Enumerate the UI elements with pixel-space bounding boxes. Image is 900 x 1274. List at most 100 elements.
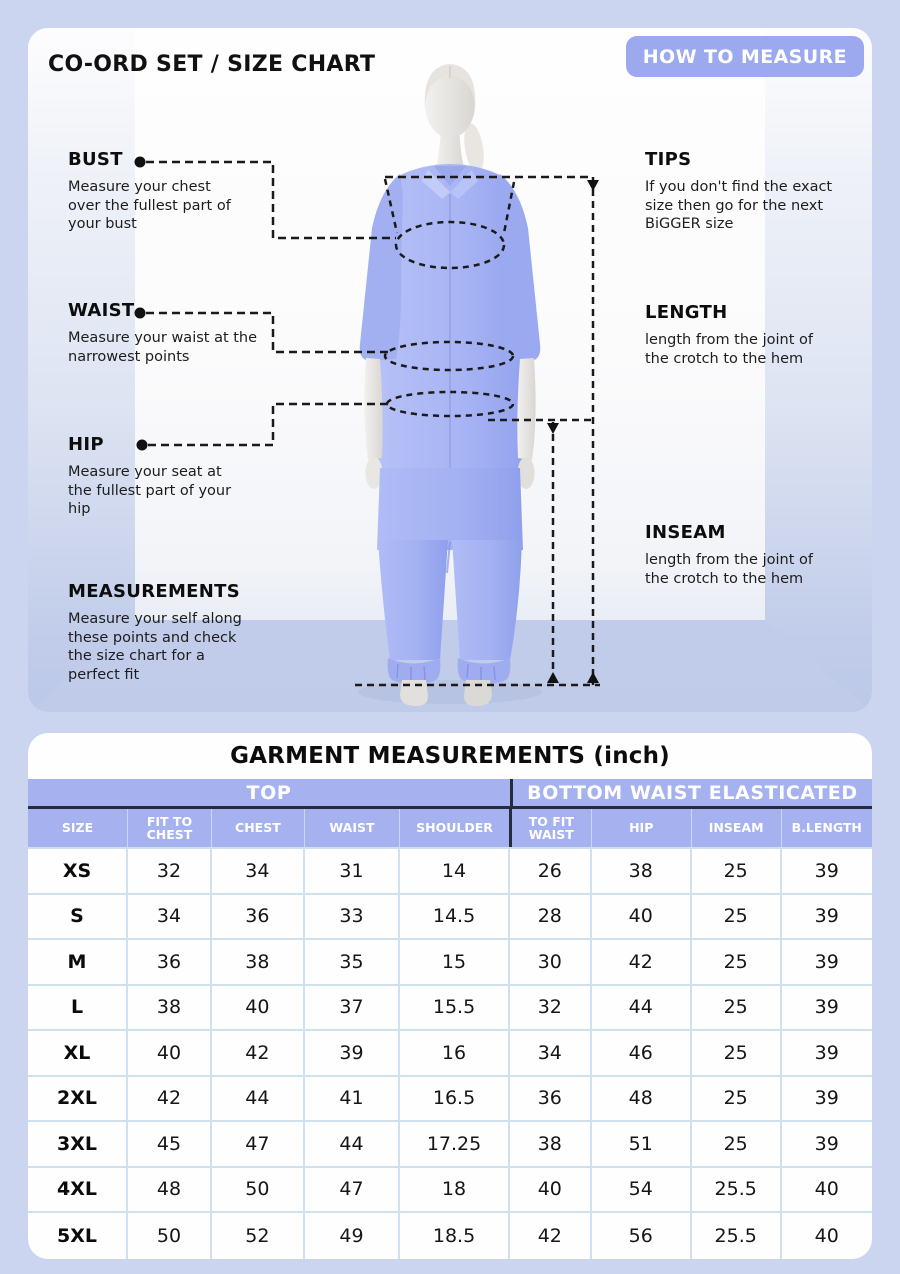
value-cell: 16	[400, 1031, 510, 1075]
size-cell: M	[28, 940, 128, 984]
table-row: 2XL 42 44 41 16.5 36 48 25 39	[28, 1076, 872, 1122]
neck	[435, 128, 465, 170]
value-cell: 16.5	[400, 1076, 510, 1120]
hip-ellipse	[385, 390, 515, 418]
table-group-header: TOP BOTTOM WAIST ELASTICATED	[28, 779, 872, 809]
value-cell: 47	[305, 1167, 401, 1211]
value-cell: 18.5	[400, 1213, 510, 1259]
size-cell: XS	[28, 849, 128, 893]
cuff-gathers-left	[396, 663, 426, 681]
value-cell: 37	[305, 985, 401, 1029]
value-cell: 31	[305, 849, 401, 893]
pant-leg-right	[452, 540, 522, 660]
value-cell: 25	[692, 985, 782, 1029]
hip-connector-line	[148, 402, 388, 447]
scene-left-wall	[28, 28, 136, 712]
shoulder-slant-left	[383, 178, 399, 234]
value-cell: 36	[212, 894, 305, 938]
value-cell: 14	[400, 849, 510, 893]
col-hip: HIP	[592, 809, 692, 847]
table-row: L 38 40 37 15.5 32 44 25 39	[28, 985, 872, 1031]
value-cell: 36	[128, 940, 212, 984]
value-cell: 25	[692, 894, 782, 938]
group-top: TOP	[246, 781, 292, 804]
crotch-crease	[446, 541, 451, 574]
page-title: CO-ORD SET / SIZE CHART	[48, 52, 376, 77]
length-label: LENGTH	[645, 302, 728, 323]
value-cell: 25	[692, 1031, 782, 1075]
value-cell: 34	[212, 849, 305, 893]
col-fit-to-chest: FIT TO CHEST	[128, 809, 212, 847]
value-cell: 38	[510, 1122, 592, 1166]
value-cell: 42	[510, 1213, 592, 1259]
measurements-desc: Measure your self along these points and…	[68, 611, 242, 683]
head	[425, 70, 475, 138]
value-cell: 50	[212, 1167, 305, 1211]
pants-hip	[377, 468, 523, 550]
bust-label: BUST	[68, 149, 123, 170]
length-desc: length from the joint of the crotch to t…	[645, 332, 813, 367]
value-cell: 39	[814, 1087, 839, 1110]
measurements-label: MEASUREMENTS	[68, 581, 240, 602]
scene-floor	[28, 620, 872, 712]
size-cell: S	[28, 894, 128, 938]
value-cell: 44	[212, 1076, 305, 1120]
value-cell: 44	[592, 985, 692, 1029]
foot-left	[400, 680, 428, 706]
size-cell: 5XL	[28, 1213, 128, 1259]
size-cell: 2XL	[28, 1076, 128, 1120]
value-cell: 38	[212, 940, 305, 984]
value-cell: 39	[814, 996, 839, 1019]
col-chest: CHEST	[212, 809, 305, 847]
hip-label: HIP	[68, 434, 104, 455]
value-cell: 50	[128, 1213, 212, 1259]
value-cell: 56	[592, 1213, 692, 1259]
waist-label: WAIST	[68, 300, 135, 321]
inseam-desc: length from the joint of the crotch to t…	[645, 552, 813, 587]
annotation-hip: HIP Measure your seat at the fullest par…	[68, 434, 278, 519]
value-cell: 39	[814, 950, 839, 973]
bust-connector-line	[146, 160, 396, 240]
shoulder-slant-right	[502, 181, 516, 234]
value-cell: 40	[814, 1178, 839, 1201]
value-cell: 40	[128, 1031, 212, 1075]
value-cell: 25.5	[692, 1213, 782, 1259]
value-cell: 25.5	[692, 1167, 782, 1211]
bust-desc: Measure your chest over the fullest part…	[68, 179, 231, 233]
inseam-label: INSEAM	[645, 522, 726, 543]
how-to-measure-button[interactable]: HOW TO MEASURE	[625, 36, 864, 77]
sleeve-left	[359, 174, 403, 361]
value-cell: 40	[814, 1224, 839, 1247]
foot-right	[464, 680, 492, 706]
value-cell: 15	[400, 940, 510, 984]
table-row: 4XL 48 50 47 18 40 54 25.5 40	[28, 1167, 872, 1213]
annotation-inseam: INSEAM length from the joint of the crot…	[645, 522, 855, 588]
hand-right	[517, 457, 535, 489]
mannequin-figure	[358, 64, 542, 706]
waist-connector-line	[146, 311, 388, 354]
forearm-left	[364, 358, 383, 460]
value-cell: 25	[692, 1122, 782, 1166]
pant-leg-left	[378, 540, 448, 660]
col-inseam: INSEAM	[692, 809, 782, 847]
col-shoulder: SHOULDER	[400, 809, 510, 847]
size-cell: 3XL	[28, 1122, 128, 1166]
value-cell: 42	[128, 1076, 212, 1120]
value-cell: 48	[128, 1167, 212, 1211]
table-row: XL 40 42 39 16 34 46 25 39	[28, 1031, 872, 1077]
annotation-bust: BUST Measure your chest over the fullest…	[68, 149, 278, 234]
value-cell: 47	[212, 1122, 305, 1166]
inseam-arrow-bottom	[547, 672, 559, 683]
annotation-tips: TIPS If you don't find the exact size th…	[645, 149, 855, 234]
waist-ellipse	[383, 340, 515, 372]
value-cell: 39	[814, 1132, 839, 1155]
size-cell: L	[28, 985, 128, 1029]
col-to-fit-waist: TO FIT WAIST	[508, 809, 592, 847]
annotation-waist: WAIST Measure your waist at the narrowes…	[68, 300, 278, 366]
value-cell: 38	[592, 849, 692, 893]
value-cell: 42	[592, 940, 692, 984]
value-cell: 48	[592, 1076, 692, 1120]
value-cell: 17.25	[400, 1122, 510, 1166]
value-cell: 39	[814, 905, 839, 928]
